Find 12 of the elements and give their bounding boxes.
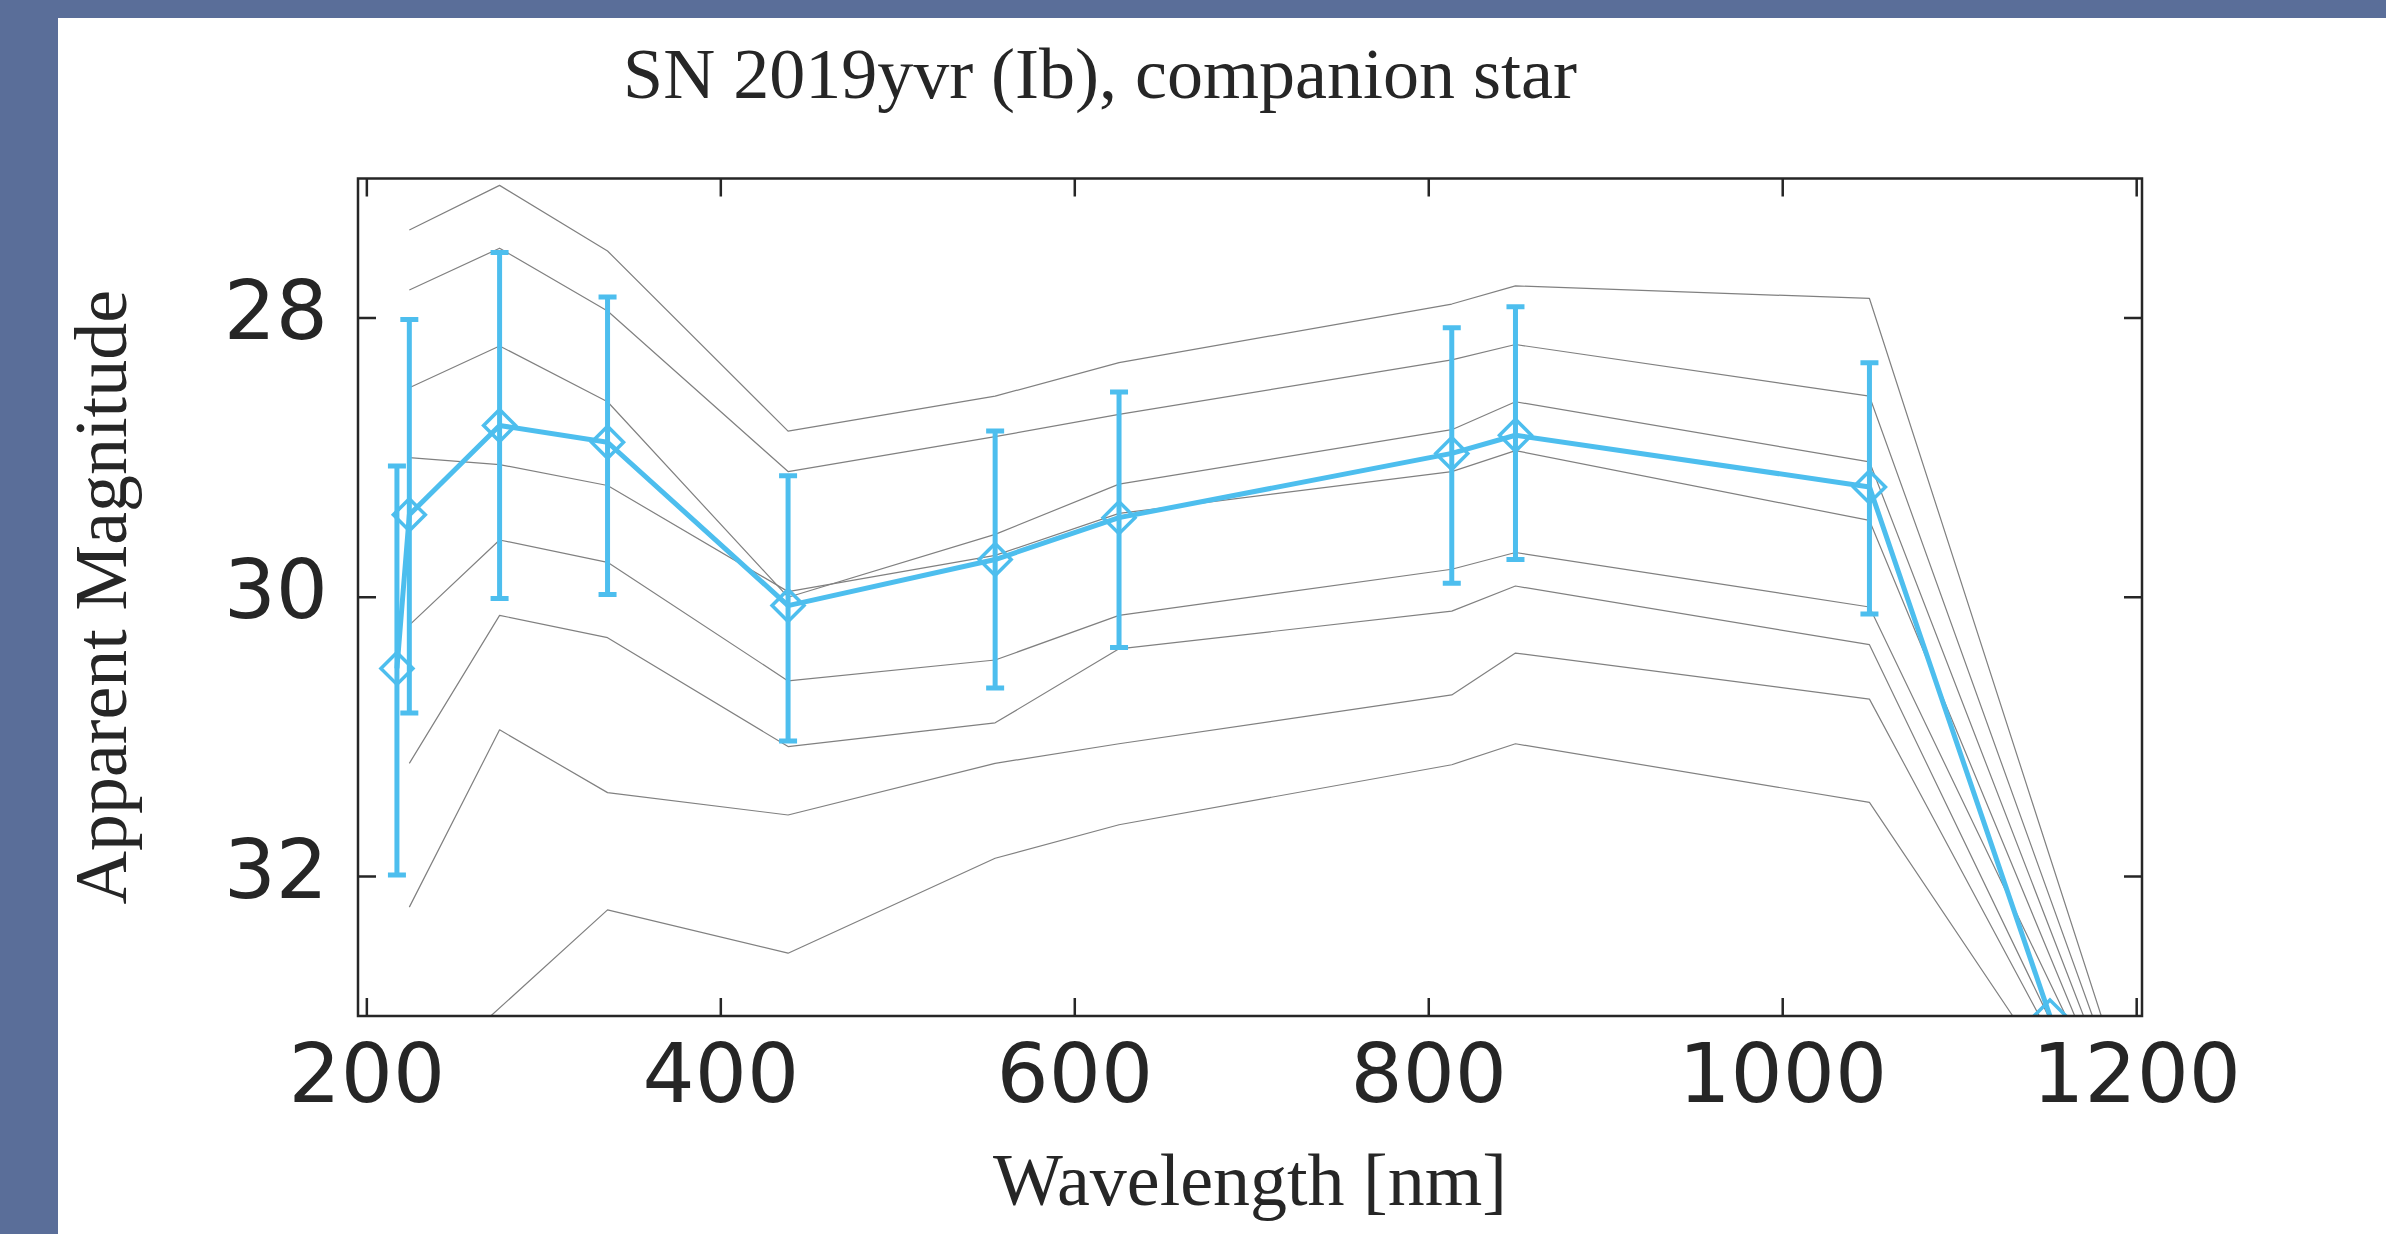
- y-tick-label: 30: [223, 542, 328, 638]
- chart-title: SN 2019yvr (Ib), companion star: [623, 34, 1577, 115]
- y-axis-title: Apparent Magnitude: [59, 289, 142, 905]
- x-axis-title: Wavelength [nm]: [993, 1139, 1507, 1222]
- x-tick-label: 200: [288, 1026, 446, 1122]
- y-tick-label: 32: [223, 821, 328, 917]
- x-tick-label: 800: [1350, 1026, 1508, 1122]
- x-tick-label: 400: [642, 1026, 800, 1122]
- y-tick-label: 28: [223, 263, 328, 359]
- x-tick-label: 1000: [1678, 1026, 1888, 1122]
- x-tick-label: 600: [996, 1026, 1154, 1122]
- x-tick-label: 1200: [2032, 1026, 2242, 1122]
